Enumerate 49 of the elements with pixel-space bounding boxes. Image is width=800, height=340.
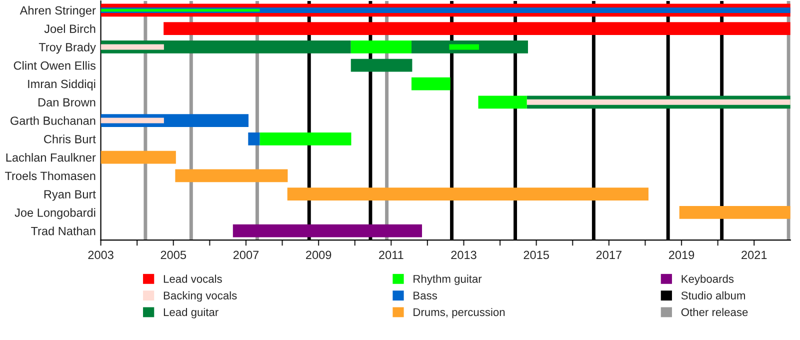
y-tick-label: Dan Brown bbox=[38, 98, 96, 107]
bar bbox=[287, 188, 648, 201]
x-tick-label: 2005 bbox=[160, 250, 186, 260]
y-tick-label: Garth Buchanan bbox=[10, 116, 96, 125]
y-tick-label: Imran Siddiqi bbox=[28, 79, 96, 90]
bar bbox=[164, 22, 790, 36]
y-tick-label: Lachlan Faulkner bbox=[6, 153, 96, 162]
x-tick-label: 2009 bbox=[306, 250, 332, 260]
legend-label: Keyboards bbox=[682, 274, 734, 286]
legend-label: Lead vocals bbox=[164, 274, 222, 283]
bar bbox=[248, 132, 260, 146]
legend-label: Backing vocals bbox=[164, 291, 237, 302]
bar bbox=[478, 96, 527, 109]
bar bbox=[232, 224, 422, 238]
x-tick-label: 2019 bbox=[668, 250, 694, 260]
bar bbox=[411, 77, 450, 90]
bar bbox=[526, 99, 790, 105]
y-tick-label: Ahren Stringer bbox=[20, 6, 96, 17]
bar bbox=[679, 206, 790, 219]
x-tick-label: 2013 bbox=[451, 250, 476, 260]
bar bbox=[350, 58, 412, 72]
legend-label: Other release bbox=[681, 308, 748, 316]
legend-label: Drums, percussion bbox=[414, 308, 505, 318]
y-tick-label: Troels Thomasen bbox=[5, 171, 96, 180]
x-tick-label: 2007 bbox=[233, 250, 259, 260]
bar bbox=[100, 44, 164, 50]
y-tick-label: Ryan Burt bbox=[44, 190, 96, 201]
x-tick-label: 2017 bbox=[596, 250, 622, 260]
y-tick-label: Clint Owen Ellis bbox=[14, 61, 96, 70]
y-tick-label: Troy Brady bbox=[38, 42, 96, 54]
bar bbox=[100, 150, 176, 164]
legend-label: Lead guitar bbox=[164, 308, 218, 318]
bar bbox=[100, 118, 164, 124]
y-tick-label: Trad Nathan bbox=[31, 226, 96, 236]
bar bbox=[100, 8, 260, 12]
x-tick-label: 2015 bbox=[524, 250, 549, 260]
y-tick-label: Joe Longobardi bbox=[14, 208, 96, 220]
bar bbox=[350, 40, 412, 54]
bar bbox=[449, 44, 479, 50]
legend-label: Bass bbox=[414, 292, 437, 300]
y-tick-label: Joel Birch bbox=[44, 24, 96, 33]
legend-label: Rhythm guitar bbox=[414, 274, 482, 286]
x-tick-label: 2021 bbox=[742, 250, 767, 260]
bar bbox=[175, 169, 288, 182]
legend-label: Studio album bbox=[681, 291, 745, 300]
y-tick-label: Chris Burt bbox=[44, 134, 96, 144]
x-tick-label: 2011 bbox=[379, 250, 404, 260]
bar bbox=[260, 132, 352, 146]
x-tick-label: 2003 bbox=[88, 250, 114, 260]
